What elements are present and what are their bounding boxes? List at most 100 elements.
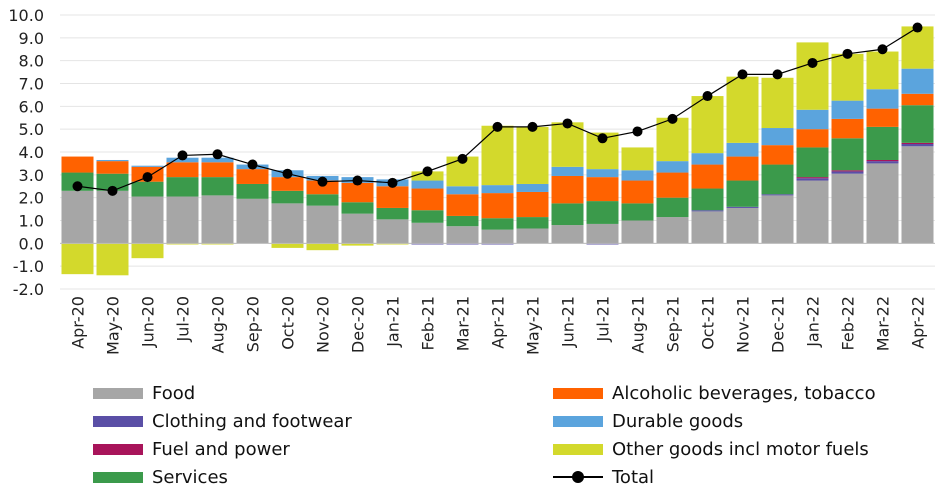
- bar-segment: [341, 213, 374, 244]
- x-tick-label: Feb-21: [419, 296, 438, 350]
- bar-segment: [586, 177, 619, 202]
- bar-segment: [726, 207, 759, 244]
- bar-segment: [831, 138, 864, 171]
- x-tick-label: Oct-20: [279, 296, 298, 350]
- bar-segment: [551, 166, 584, 176]
- total-point: [527, 121, 538, 132]
- bar-segment: [306, 205, 339, 244]
- total-point: [492, 121, 503, 132]
- total-point: [632, 126, 643, 137]
- bar-segment: [901, 144, 934, 147]
- total-point: [177, 150, 188, 161]
- bar-segment: [726, 156, 759, 181]
- x-tick-label: Jun-20: [139, 296, 158, 348]
- bar-segment: [761, 145, 794, 165]
- bar-segment: [656, 161, 689, 173]
- bar-segment: [411, 210, 444, 223]
- bar-segment: [271, 243, 304, 248]
- total-point: [352, 175, 363, 186]
- bar-segment: [446, 226, 479, 244]
- x-tick-label: Apr-20: [69, 296, 88, 349]
- x-tick-label: Dec-21: [769, 296, 788, 353]
- bar-segment: [201, 157, 234, 163]
- bar-segment: [866, 159, 899, 162]
- bar-segment: [831, 170, 864, 172]
- total-point: [317, 176, 328, 187]
- bar-segment: [96, 243, 129, 276]
- bar-segment: [656, 172, 689, 198]
- bar-segment: [621, 147, 654, 171]
- x-tick-label: Jan-22: [804, 296, 823, 348]
- bar-segment: [341, 243, 374, 246]
- x-tick-label: Apr-22: [909, 296, 928, 349]
- bar-segment: [761, 164, 794, 195]
- x-tick-label: Jun-21: [559, 296, 578, 348]
- bar-segment: [551, 203, 584, 226]
- x-tick-label: Jan-21: [384, 296, 403, 348]
- bar-segment: [831, 53, 864, 101]
- bar-segment: [726, 142, 759, 157]
- bar-segment: [516, 191, 549, 218]
- total-point: [667, 113, 678, 124]
- bar-segment: [796, 178, 829, 181]
- total-point: [702, 91, 713, 102]
- bar-segment: [236, 198, 269, 244]
- bar-segment: [516, 228, 549, 244]
- bar-segment: [516, 217, 549, 229]
- bar-segment: [621, 203, 654, 221]
- bar-segment: [796, 129, 829, 148]
- bar-segment: [376, 219, 409, 244]
- bar-segment: [796, 177, 829, 179]
- bar-segment: [656, 217, 689, 244]
- stacked-bars: [61, 26, 934, 276]
- y-axis-ticks: -2.0 -1.0 0.0 1.0 2.0 3.0 4.0 5.0 6.0 7.0 8.0 9.0 10…: [8, 6, 44, 299]
- total-point: [912, 22, 923, 33]
- y-tick-label: 8.0: [19, 52, 44, 71]
- bar-segment: [61, 156, 94, 173]
- x-tick-label: Nov-21: [734, 296, 753, 353]
- y-tick-label: 0.0: [19, 234, 44, 253]
- total-point: [107, 185, 118, 196]
- bar-segment: [201, 177, 234, 196]
- bar-segment: [376, 186, 409, 208]
- bar-segment: [376, 243, 409, 245]
- bar-segment: [726, 206, 759, 208]
- bar-segment: [411, 222, 444, 244]
- total-point: [212, 149, 223, 160]
- x-tick-label: Mar-22: [874, 296, 893, 351]
- bar-segment: [866, 108, 899, 127]
- x-tick-label: Oct-21: [699, 296, 718, 350]
- bar-segment: [691, 153, 724, 165]
- total-point: [772, 69, 783, 80]
- y-tick-label: 9.0: [19, 29, 44, 48]
- bar-segment: [96, 161, 129, 174]
- bar-segment: [586, 223, 619, 244]
- bar-segment: [551, 175, 584, 204]
- bar-segment: [761, 194, 794, 196]
- bar-segment: [691, 96, 724, 154]
- bar-segment: [481, 229, 514, 244]
- total-point: [562, 118, 573, 129]
- bar-segment: [586, 243, 619, 245]
- y-tick-label: 2.0: [19, 189, 44, 208]
- bar-segment: [691, 188, 724, 211]
- bar-segment: [411, 180, 444, 189]
- bar-segment: [166, 162, 199, 178]
- x-tick-label: Dec-20: [349, 296, 368, 353]
- x-tick-label: May-20: [104, 296, 123, 355]
- bar-segment: [131, 243, 164, 259]
- bar-segment: [481, 193, 514, 219]
- bar-segment: [796, 180, 829, 244]
- bar-segment: [131, 181, 164, 197]
- total-point: [72, 181, 83, 192]
- bar-segment: [236, 183, 269, 199]
- bar-segment: [411, 188, 444, 211]
- total-point: [737, 69, 748, 80]
- bar-segment: [901, 146, 934, 244]
- x-axis-ticks: Apr-20 May-20 Jun-20 Jul-20 Aug-20 Sep-20 Oct-…: [69, 296, 928, 355]
- bar-segment: [201, 162, 234, 178]
- bar-segment: [691, 210, 724, 212]
- bar-segment: [831, 100, 864, 119]
- bar-segment: [446, 215, 479, 227]
